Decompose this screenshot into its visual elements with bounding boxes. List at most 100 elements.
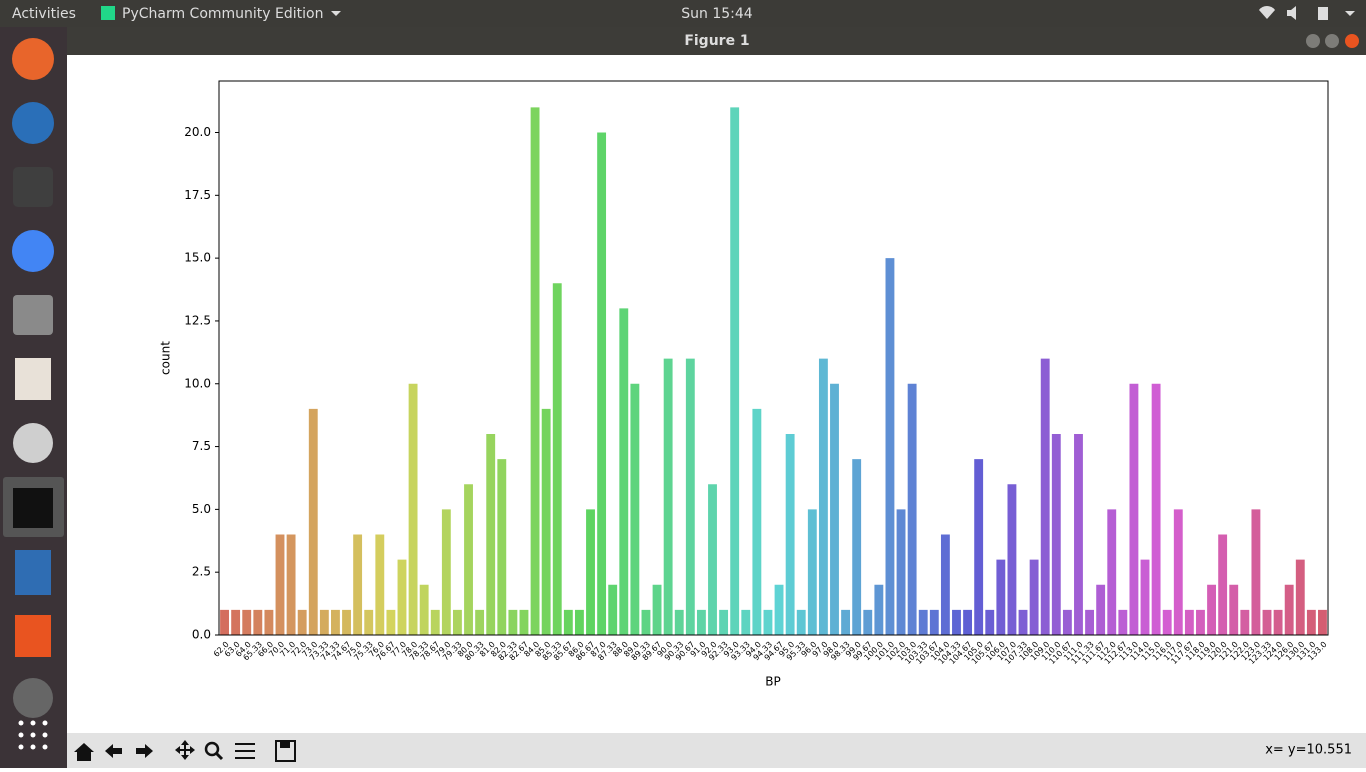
bar <box>830 383 839 635</box>
bar <box>708 484 717 635</box>
bar <box>896 509 906 635</box>
bar <box>863 609 873 635</box>
bar <box>475 609 485 635</box>
y-tick-label: 12.5 <box>184 313 211 327</box>
bar <box>996 559 1006 635</box>
bar <box>375 534 385 635</box>
bar <box>552 283 562 635</box>
bar <box>452 609 462 635</box>
bar <box>1295 559 1305 635</box>
bar <box>419 584 429 635</box>
bar <box>663 358 673 635</box>
bar <box>940 534 950 635</box>
axes-frame <box>218 80 1329 636</box>
bar <box>918 609 928 635</box>
app-icon <box>101 6 115 20</box>
y-tick-label: 20.0 <box>184 125 211 139</box>
window-titlebar <box>67 27 1366 55</box>
bar <box>563 609 573 635</box>
bar <box>1262 609 1272 635</box>
window-title: Figure 1 <box>684 33 749 49</box>
bar <box>430 609 440 635</box>
bar <box>353 534 363 635</box>
bar <box>674 609 684 635</box>
bar <box>1051 434 1061 635</box>
bar <box>408 383 418 635</box>
y-tick-label: 2.5 <box>192 565 211 579</box>
bar <box>342 609 351 635</box>
bar <box>1129 383 1139 635</box>
maximize-button[interactable] <box>1325 34 1339 48</box>
y-axis-label: count <box>159 341 173 375</box>
close-button[interactable] <box>1345 34 1359 48</box>
bar <box>308 408 318 635</box>
bar <box>1207 584 1216 635</box>
bar <box>963 609 973 635</box>
bar <box>530 107 540 635</box>
bar <box>1284 584 1294 635</box>
app-menu[interactable]: PyCharm Community Edition <box>122 6 323 22</box>
bar <box>264 609 274 635</box>
bar <box>1240 609 1250 635</box>
bar <box>730 107 740 635</box>
bar <box>1196 609 1205 635</box>
bar <box>1074 434 1083 635</box>
minimize-button[interactable] <box>1306 34 1320 48</box>
bar <box>818 358 828 635</box>
bar <box>586 509 595 635</box>
bar <box>763 609 773 635</box>
x-axis-label: BP <box>765 675 780 689</box>
bar <box>1062 609 1072 635</box>
bar <box>630 383 640 635</box>
bar <box>974 459 984 635</box>
y-tick-label: 5.0 <box>192 502 211 516</box>
bar <box>641 609 651 635</box>
bar <box>874 584 884 635</box>
bar <box>1162 609 1172 635</box>
bar <box>1107 509 1117 635</box>
bar <box>1218 534 1228 635</box>
bar <box>719 609 729 635</box>
bar <box>785 434 795 635</box>
bar <box>952 609 961 635</box>
bar <box>852 459 862 635</box>
bar <box>286 534 296 635</box>
bar <box>1140 559 1150 635</box>
bar <box>741 609 751 635</box>
bar <box>1184 609 1194 635</box>
bar <box>841 609 851 635</box>
cursor-status: x= y=10.551 <box>1265 743 1352 758</box>
bar <box>1273 609 1283 635</box>
bar <box>597 132 607 635</box>
bar <box>929 609 939 635</box>
status-icons[interactable] <box>1259 6 1355 20</box>
bar <box>1173 509 1183 635</box>
bar <box>1007 484 1017 635</box>
bar <box>1151 383 1161 635</box>
bar <box>1018 609 1028 635</box>
dock-icons[interactable] <box>3 38 64 750</box>
bar <box>1085 609 1095 635</box>
bar <box>985 609 995 635</box>
bar <box>297 609 307 635</box>
toolbar-buttons[interactable] <box>74 740 296 762</box>
clock[interactable]: Sun 15:44 <box>681 6 753 22</box>
bar <box>752 408 762 635</box>
bar <box>441 509 451 635</box>
y-tick-label: 15.0 <box>184 251 211 265</box>
activities[interactable]: Activities <box>12 6 76 22</box>
bar <box>1096 584 1106 635</box>
bar <box>486 434 496 635</box>
bar <box>364 609 374 635</box>
bar <box>608 584 618 635</box>
toolbar <box>67 733 1366 768</box>
bar <box>907 383 917 635</box>
bar <box>652 584 662 635</box>
bar <box>331 609 340 635</box>
y-tick-label: 0.0 <box>192 628 211 642</box>
y-tick-label: 17.5 <box>184 188 211 202</box>
bar <box>519 609 529 635</box>
bar <box>464 484 473 635</box>
bar <box>397 559 407 635</box>
